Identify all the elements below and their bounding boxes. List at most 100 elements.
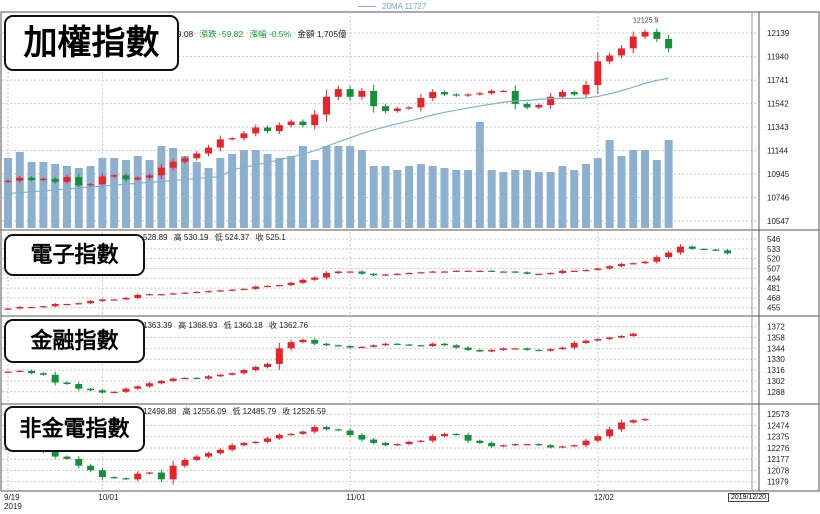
candle-body (181, 377, 189, 380)
candle-body (146, 472, 154, 474)
candle-body (594, 61, 602, 85)
candle-body (205, 291, 213, 293)
y-tick-p4-3: 12276 (767, 444, 790, 453)
candle-body (51, 452, 59, 457)
candle-body (393, 444, 401, 446)
candle-body (228, 373, 236, 375)
candle-body (264, 363, 272, 367)
candle-body (488, 349, 496, 352)
candle-body (547, 349, 555, 351)
y-tick-p2-2: 481 (767, 284, 781, 293)
ma-legend-swatch (358, 6, 376, 8)
candle-body (606, 55, 614, 62)
candle-body (417, 440, 425, 442)
chart-frame (0, 11, 820, 492)
panel-2-info: 528.89 高 530.19 低 524.37 收 525.1 (143, 232, 290, 243)
candle-body (87, 300, 95, 304)
candle-body (393, 273, 401, 275)
y-tick-p2-4: 507 (767, 264, 781, 273)
candle-body (653, 257, 661, 262)
candle-body (216, 449, 224, 454)
candle-body (16, 177, 24, 181)
candle-body (665, 252, 673, 258)
candle-body (523, 103, 531, 108)
candle-body (370, 273, 378, 276)
candle-body (617, 422, 625, 430)
candle-body (334, 89, 342, 97)
candle-body (570, 270, 578, 272)
candle-body (594, 339, 602, 341)
volume-bar (605, 140, 614, 228)
volume-bar (310, 160, 319, 228)
ma20-line (7, 77, 669, 195)
volume-bar (27, 162, 36, 228)
candle-body (275, 348, 283, 364)
candle-body (653, 31, 661, 39)
panel-1-title: 加權指數 (4, 15, 179, 71)
candle-body (75, 303, 83, 305)
volume-bar (440, 168, 449, 228)
candle-body (110, 299, 118, 301)
candle-body (570, 342, 578, 348)
candle-body (146, 294, 154, 296)
candle-body (499, 445, 507, 447)
y-tick-p3-1: 1302 (767, 377, 785, 386)
candle-body (358, 435, 366, 440)
candle-body (87, 465, 95, 471)
volume-bar (157, 146, 166, 228)
candle-body (346, 346, 354, 348)
candle-body (511, 271, 519, 273)
volume-bar (558, 166, 567, 228)
candle-body (39, 306, 47, 308)
candle-body (4, 180, 12, 182)
candle-body (193, 456, 201, 460)
candle-body (464, 347, 472, 350)
panel-4-close: 收 12526.59 (282, 407, 326, 416)
ma-legend: 20MA 11727 (358, 2, 426, 11)
candle-body (523, 444, 531, 446)
candle-body (39, 178, 47, 181)
candle-body (464, 94, 472, 96)
candle-body (275, 285, 283, 287)
candle-body (452, 270, 460, 272)
candle-body (51, 374, 59, 383)
candle-body (75, 384, 83, 389)
candle-body (169, 293, 177, 295)
candle-body (216, 374, 224, 377)
candle-body (358, 90, 366, 97)
volume-bar (357, 150, 366, 228)
volume-bar (346, 146, 355, 228)
volume-bar (239, 150, 248, 228)
candle-body (582, 84, 590, 95)
y-tick-p4-6: 12573 (767, 410, 790, 419)
panel-3-close: 收 1362.76 (268, 321, 309, 330)
panel-2-title: 電子指數 (4, 234, 145, 276)
candle-body (370, 90, 378, 107)
y-tick-p4-5: 12474 (767, 421, 790, 430)
x-tick-label-2: 11/01 (346, 493, 366, 502)
candle-body (75, 458, 83, 466)
candle-body (134, 386, 142, 389)
candle-body (264, 285, 272, 288)
x-tick-label-1: 10/01 (98, 493, 119, 502)
volume-bar (416, 164, 425, 228)
volume-bar (51, 164, 60, 228)
volume-bar (39, 162, 48, 228)
candle-body (311, 339, 319, 344)
y-tick-p2-5: 520 (767, 255, 781, 264)
candle-body (323, 96, 331, 115)
candle-body (299, 339, 307, 343)
candle-body (429, 436, 437, 441)
y-tick-p4-1: 12078 (767, 466, 790, 475)
candle-body (558, 446, 566, 448)
candle-body (582, 440, 590, 446)
candle-body (594, 268, 602, 270)
candle-body (405, 273, 413, 275)
candle-body (98, 176, 106, 185)
volume-bar (169, 148, 178, 228)
candle-body (28, 177, 36, 181)
volume-bar (251, 150, 260, 228)
candle-body (157, 167, 165, 176)
